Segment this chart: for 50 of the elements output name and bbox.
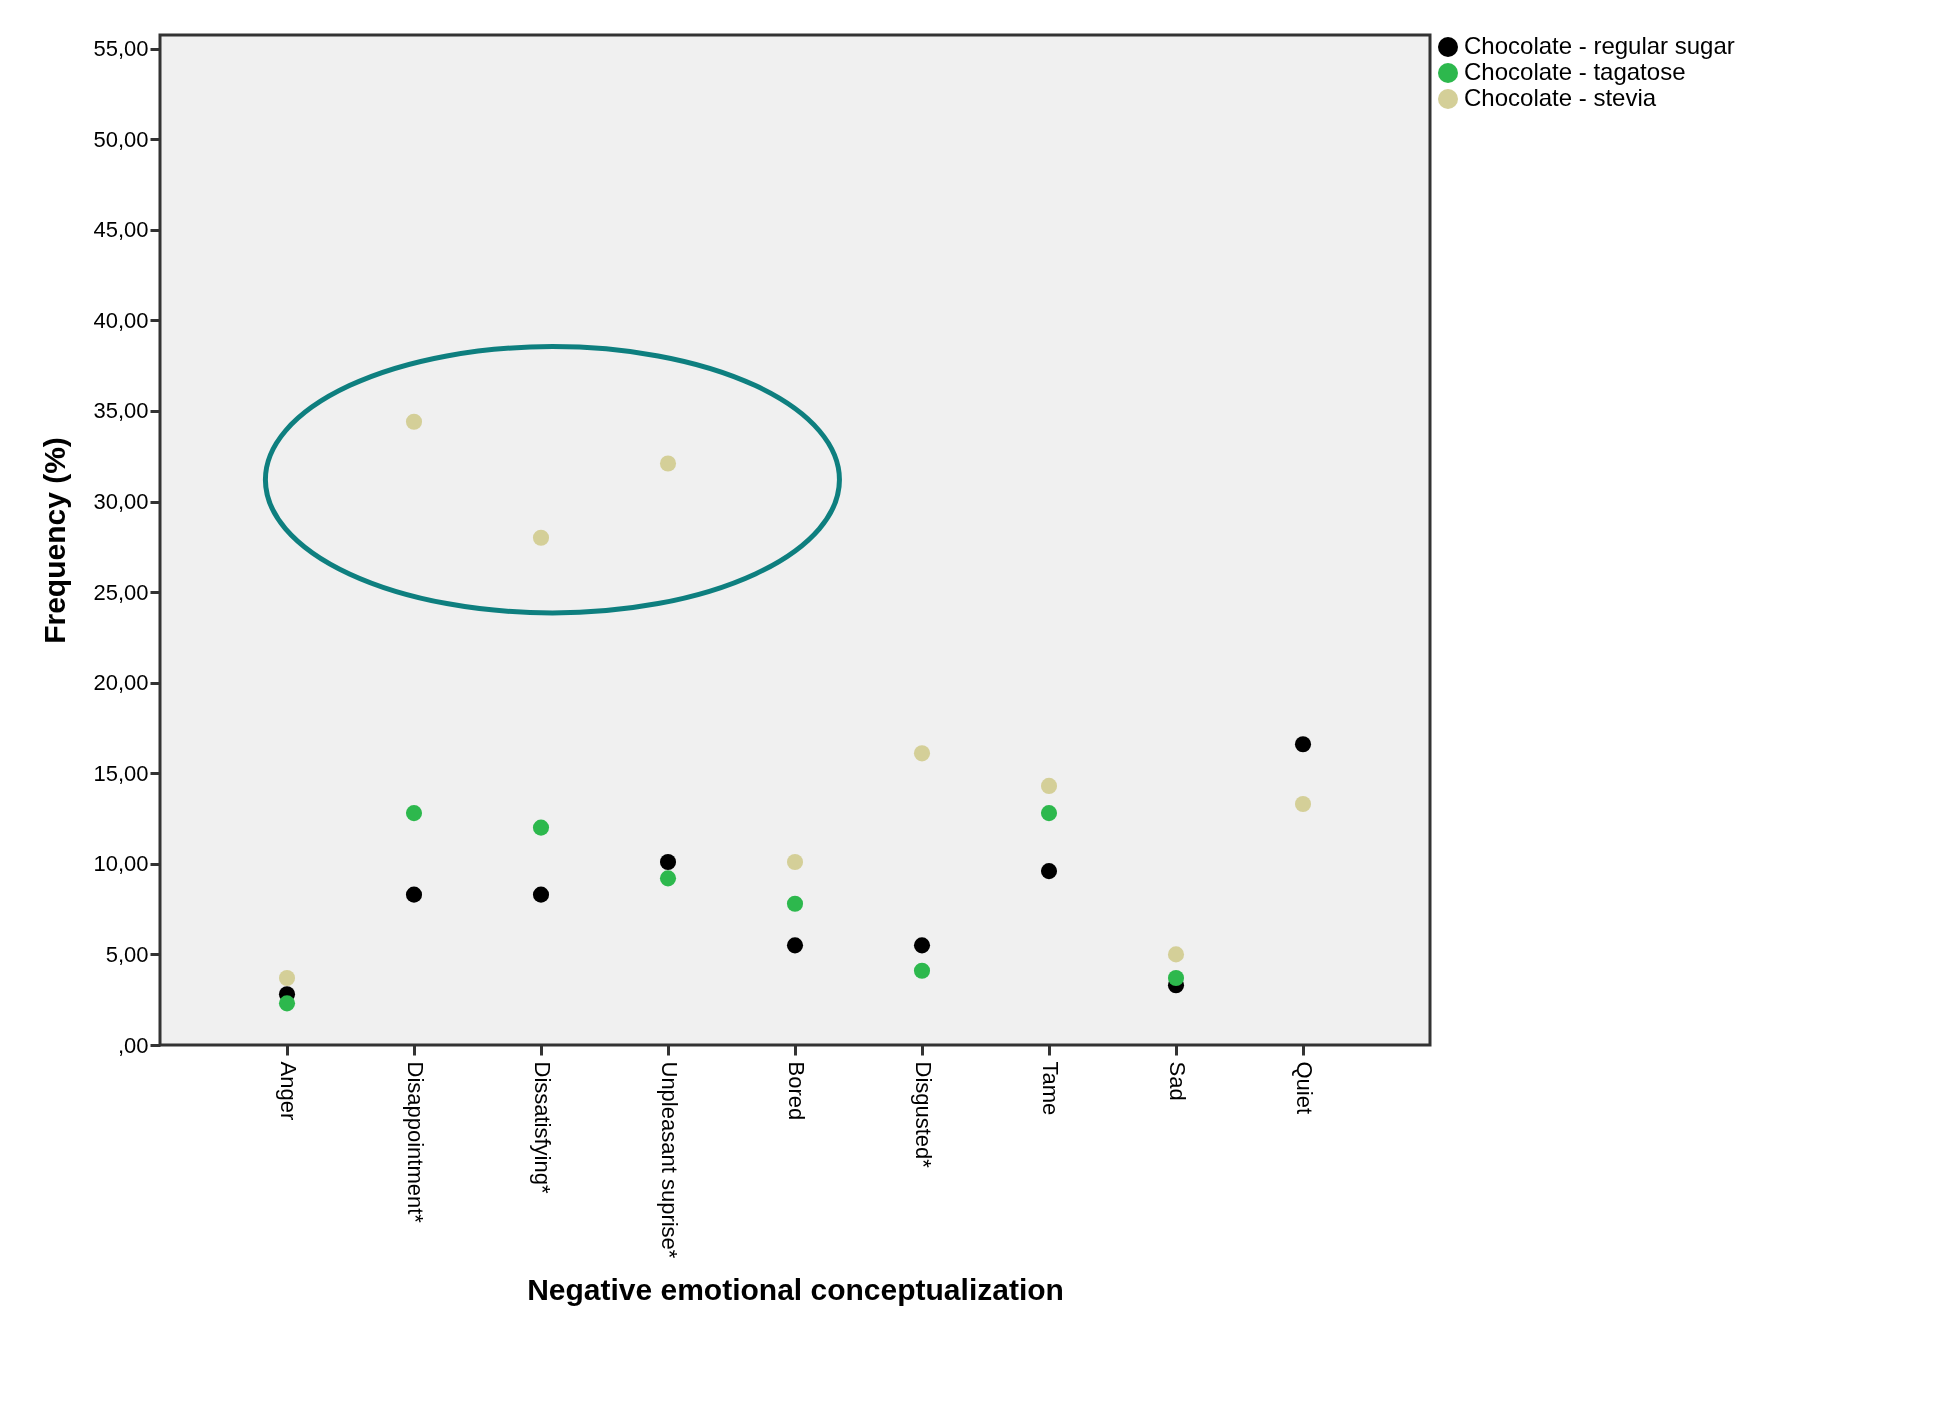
point — [913, 745, 931, 762]
y-tick-label: 5,00 — [105, 941, 149, 967]
y-axis-title: Frequency (%) — [38, 437, 72, 644]
legend-label: Chocolate - tagatose — [1464, 58, 1686, 85]
point — [1167, 946, 1185, 963]
y-tick-label: 15,00 — [93, 760, 149, 786]
point — [278, 969, 296, 987]
y-tick-label: 20,00 — [93, 670, 149, 696]
point — [659, 870, 677, 887]
point — [532, 886, 550, 903]
x-tick-label: Quiet — [1291, 1061, 1317, 1115]
point — [1040, 805, 1058, 822]
point — [405, 805, 423, 822]
y-tick-label: ,00 — [117, 1032, 149, 1058]
y-tick-label: 25,00 — [93, 579, 149, 605]
point — [1167, 969, 1185, 987]
x-tick-label: Sad — [1164, 1061, 1190, 1101]
point — [278, 995, 296, 1012]
point — [532, 819, 550, 836]
x-tick-label: Dissatisfying* — [529, 1061, 555, 1194]
y-tick-label: 50,00 — [93, 126, 149, 152]
legend-label: Chocolate - regular sugar — [1464, 32, 1735, 59]
point — [659, 455, 677, 472]
x-axis-title: Negative emotional conceptualization — [527, 1272, 1064, 1306]
point — [786, 895, 804, 912]
x-tick-label: Anger — [275, 1061, 301, 1121]
point — [1040, 777, 1058, 794]
y-tick-label: 55,00 — [93, 36, 149, 62]
x-tick-label: Unpleasant suprise* — [656, 1061, 682, 1259]
point — [532, 529, 550, 546]
point — [405, 413, 423, 430]
point — [786, 937, 804, 954]
x-tick-label: Bored — [783, 1061, 809, 1121]
x-tick-label: Disappointment* — [402, 1061, 428, 1224]
y-tick-label: 40,00 — [93, 307, 149, 333]
x-tick-label: Tame — [1037, 1061, 1063, 1116]
y-tick-label: 45,00 — [93, 217, 149, 243]
y-tick-label: 30,00 — [93, 489, 149, 514]
point — [659, 853, 677, 871]
y-tick-label: 10,00 — [93, 851, 149, 877]
point — [405, 886, 423, 903]
point — [913, 962, 931, 979]
x-tick-label: Disgusted* — [910, 1061, 936, 1169]
point — [913, 937, 931, 954]
point — [1040, 863, 1058, 880]
legend-label: Chocolate - stevia — [1464, 84, 1657, 111]
point — [786, 853, 804, 871]
point — [1294, 736, 1312, 753]
y-tick-label: 35,00 — [93, 398, 149, 424]
point — [1294, 796, 1312, 813]
